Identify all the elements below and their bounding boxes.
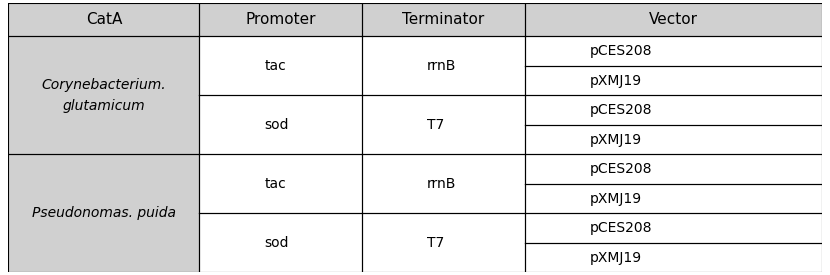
Bar [199, 154, 362, 213]
Text: Promoter: Promoter [246, 12, 316, 27]
Bar [8, 3, 199, 36]
Text: rrnB: rrnB [427, 177, 456, 191]
Text: T7: T7 [427, 118, 444, 132]
Bar [525, 213, 822, 243]
Text: sod: sod [265, 236, 289, 250]
Bar [362, 3, 525, 36]
Bar [362, 154, 525, 213]
Bar [362, 95, 525, 154]
Bar [199, 95, 362, 154]
Text: pXMJ19: pXMJ19 [590, 251, 642, 265]
Bar [525, 184, 822, 213]
Text: Corynebacterium.
glutamicum: Corynebacterium. glutamicum [42, 78, 166, 113]
Bar [525, 3, 822, 36]
Text: tac: tac [265, 59, 286, 73]
Bar [8, 154, 199, 272]
Bar [525, 243, 822, 272]
Text: pCES208: pCES208 [590, 103, 652, 117]
Bar [525, 154, 822, 184]
Text: pCES208: pCES208 [590, 44, 652, 58]
Text: Terminator: Terminator [403, 12, 485, 27]
Bar [8, 36, 199, 154]
Bar [525, 95, 822, 125]
Text: CatA: CatA [85, 12, 122, 27]
Bar [199, 3, 362, 36]
Text: pXMJ19: pXMJ19 [590, 74, 642, 88]
Bar [525, 66, 822, 95]
Text: tac: tac [265, 177, 286, 191]
Bar [199, 213, 362, 272]
Text: pCES208: pCES208 [590, 221, 652, 235]
Text: pXMJ19: pXMJ19 [590, 192, 642, 205]
Text: pXMJ19: pXMJ19 [590, 133, 642, 147]
Bar [525, 36, 822, 66]
Text: pCES208: pCES208 [590, 162, 652, 176]
Bar [525, 125, 822, 154]
Bar [199, 36, 362, 95]
Bar [362, 213, 525, 272]
Text: rrnB: rrnB [427, 59, 456, 73]
Text: T7: T7 [427, 236, 444, 250]
Bar [362, 36, 525, 95]
Text: Vector: Vector [649, 12, 698, 27]
Text: sod: sod [265, 118, 289, 132]
Text: Pseudonomas. puida: Pseudonomas. puida [32, 206, 176, 220]
